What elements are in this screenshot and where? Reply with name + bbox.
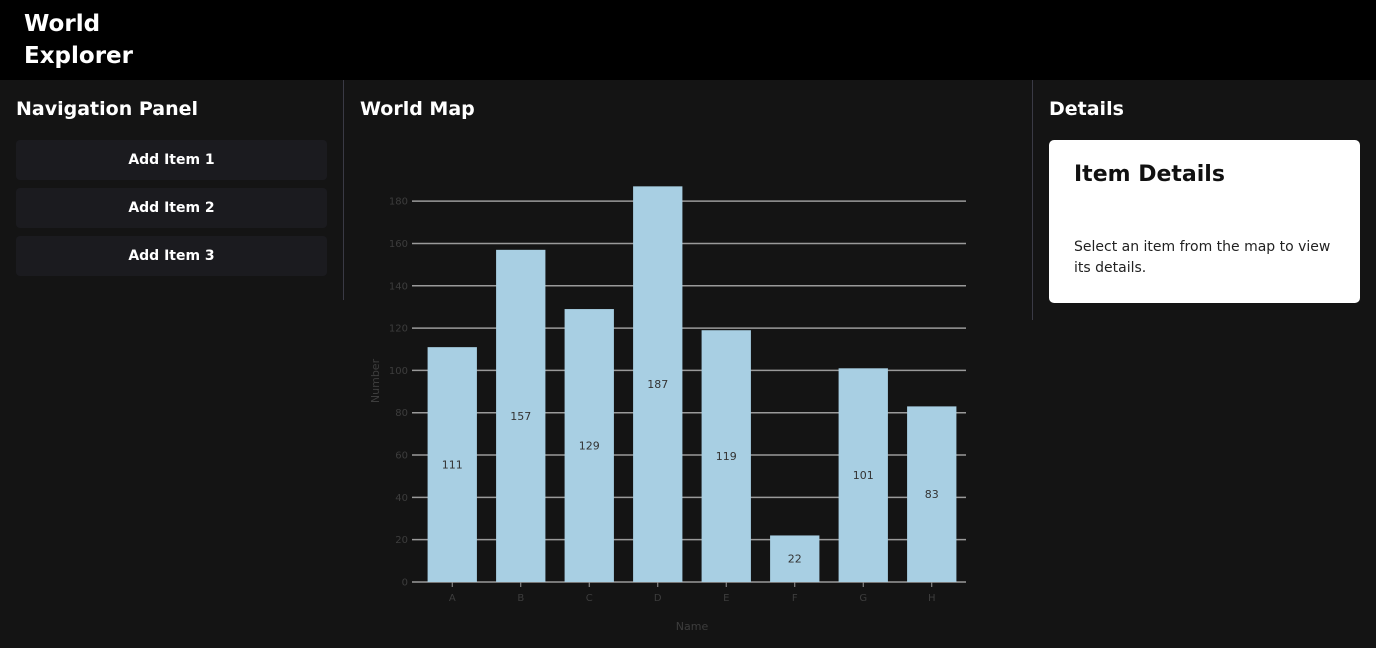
y-tick-label: 60: [395, 451, 408, 462]
world-map-panel: World Map 0 20 40 60 80 100 120 140 160 180 111 A 15…: [344, 80, 1032, 648]
bar-value-label: 111: [442, 459, 463, 472]
x-tick-label: F: [792, 593, 798, 604]
bar-value-label: 119: [716, 450, 737, 463]
x-tick-label: D: [654, 593, 662, 604]
y-tick-label: 80: [395, 408, 408, 419]
y-tick-label: 160: [389, 239, 408, 250]
y-tick-label: 140: [389, 281, 408, 292]
app-title: World Explorer: [24, 11, 133, 69]
details-panel: Details Item Details Select an item from…: [1032, 80, 1376, 320]
navigation-panel: Navigation Panel Add Item 1 Add Item 2 A…: [0, 80, 344, 300]
bar-value-label: 83: [925, 488, 939, 501]
y-tick-label: 40: [395, 493, 408, 504]
navigation-panel-title: Navigation Panel: [16, 98, 198, 120]
world-map-title: World Map: [360, 98, 475, 120]
y-tick-label: 100: [389, 366, 408, 377]
bar-chart: 0 20 40 60 80 100 120 140 160 180 111 A 157 B 129 C 187 D…: [369, 186, 966, 633]
bar-G: [838, 368, 888, 582]
top-bar: World Explorer: [0, 0, 1376, 80]
y-tick-label: 20: [395, 535, 408, 546]
bar-F: [770, 535, 820, 582]
item-details-text: Select an item from the map to view its …: [1074, 239, 1331, 276]
y-axis-title: Number: [369, 358, 382, 403]
bar-D: [633, 186, 683, 583]
item-details-card: Item Details Select an item from the map…: [1049, 140, 1360, 303]
item-details-title: Item Details: [1074, 162, 1225, 187]
y-tick-label: 120: [389, 324, 408, 335]
add-item-3-button[interactable]: Add Item 3: [16, 236, 327, 276]
add-item-1-button[interactable]: Add Item 1: [16, 140, 327, 180]
x-tick-label: E: [723, 593, 729, 604]
x-axis-title: Name: [676, 620, 709, 633]
bar-C: [564, 309, 614, 582]
bar-value-label: 101: [853, 469, 874, 482]
x-tick-label: A: [449, 593, 456, 604]
bar-value-label: 157: [510, 410, 531, 423]
x-tick-label: G: [859, 593, 867, 604]
details-panel-title: Details: [1049, 98, 1124, 120]
y-tick-label: 0: [402, 578, 408, 589]
x-tick-label: B: [517, 593, 524, 604]
bar-E: [701, 330, 751, 582]
add-item-2-button[interactable]: Add Item 2: [16, 188, 327, 228]
bar-value-label: 22: [788, 553, 802, 566]
bar-B: [496, 249, 546, 583]
y-tick-label: 180: [389, 197, 408, 208]
bar-A: [427, 347, 477, 582]
bar-value-label: 187: [647, 378, 668, 391]
x-tick-label: H: [928, 593, 936, 604]
bar-value-label: 129: [579, 440, 600, 453]
x-tick-label: C: [586, 593, 593, 604]
bar-H: [907, 406, 957, 582]
